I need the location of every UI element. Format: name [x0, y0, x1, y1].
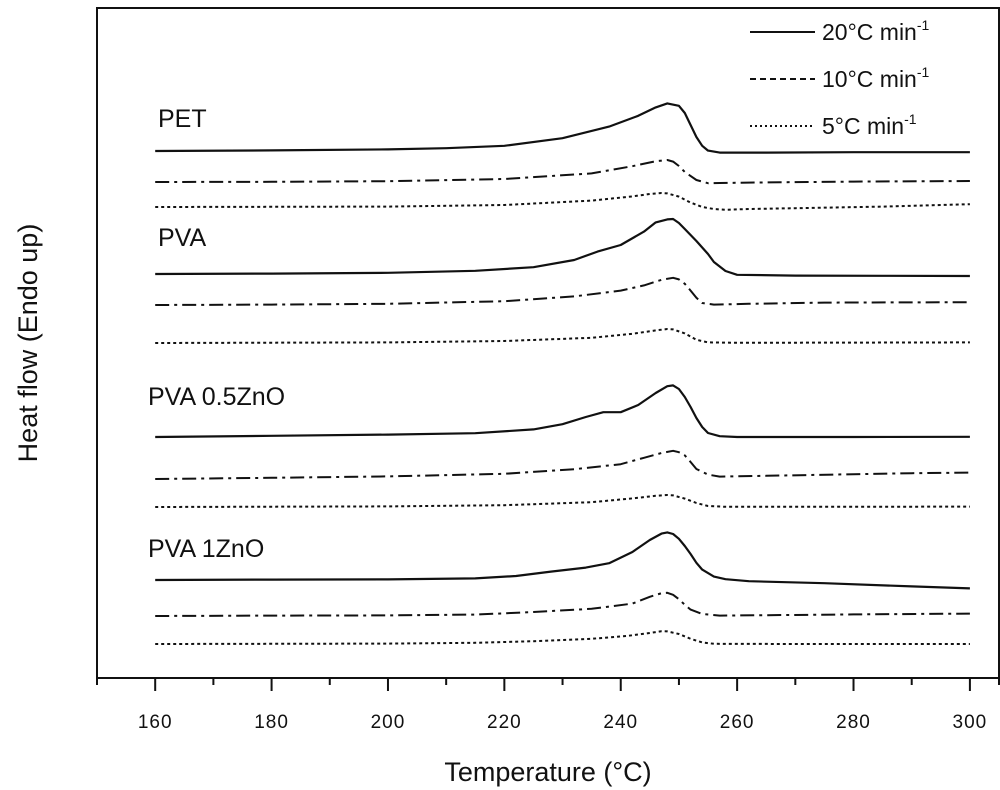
plot-frame [96, 7, 1000, 679]
curve-pet-dotted [155, 192, 970, 211]
legend-label-10: 10°C min-1 [822, 64, 930, 92]
x-tick-label: 160 [138, 712, 173, 733]
legend-label-20: 20°C min-1 [822, 17, 930, 45]
x-tick-label: 240 [603, 712, 638, 733]
group-labels: PET PVA PVA 0.5ZnO PVA 1ZnO [148, 105, 285, 563]
curve-pva-0-5zno-solid [155, 384, 970, 439]
x-tick-label: 180 [254, 712, 289, 733]
curve-pva-1zno-dotted [155, 630, 970, 645]
curve-pva-dash-dot [155, 276, 970, 306]
x-tick-label: 300 [953, 712, 988, 733]
thermogram-curves [155, 102, 970, 645]
x-tick-label: 220 [487, 712, 522, 733]
group-label: PVA 0.5ZnO [148, 383, 285, 411]
x-axis-label: Temperature (°C) [444, 757, 651, 787]
group-label: PVA [158, 224, 206, 252]
legend-entry-5: 5°C min-1 [750, 111, 917, 139]
x-tick-label: 200 [371, 712, 406, 733]
x-tick-label: 260 [720, 712, 755, 733]
legend-label-5: 5°C min-1 [822, 111, 917, 139]
curve-pva-1zno-solid [155, 531, 970, 590]
group-label: PVA 1ZnO [148, 535, 264, 563]
curve-pet-solid [155, 102, 970, 154]
legend: 20°C min-1 10°C min-1 5°C min-1 [750, 17, 930, 139]
group-label: PET [158, 105, 207, 133]
y-axis-label: Heat flow (Endo up) [13, 224, 43, 463]
curve-pet-dash-dot [155, 159, 970, 185]
x-axis-ticks: 160 180 200 220 240 260 280 300 [96, 678, 1000, 733]
curve-pva-0-5zno-dotted [155, 494, 970, 508]
curve-pva-solid [155, 217, 970, 278]
legend-entry-20: 20°C min-1 [750, 17, 930, 45]
legend-entry-10: 10°C min-1 [750, 64, 930, 92]
curve-pva-0-5zno-dash-dot [155, 449, 970, 480]
curve-pva-dotted [155, 328, 970, 344]
curve-pva-1zno-dash-dot [155, 591, 970, 617]
x-tick-label: 280 [836, 712, 871, 733]
